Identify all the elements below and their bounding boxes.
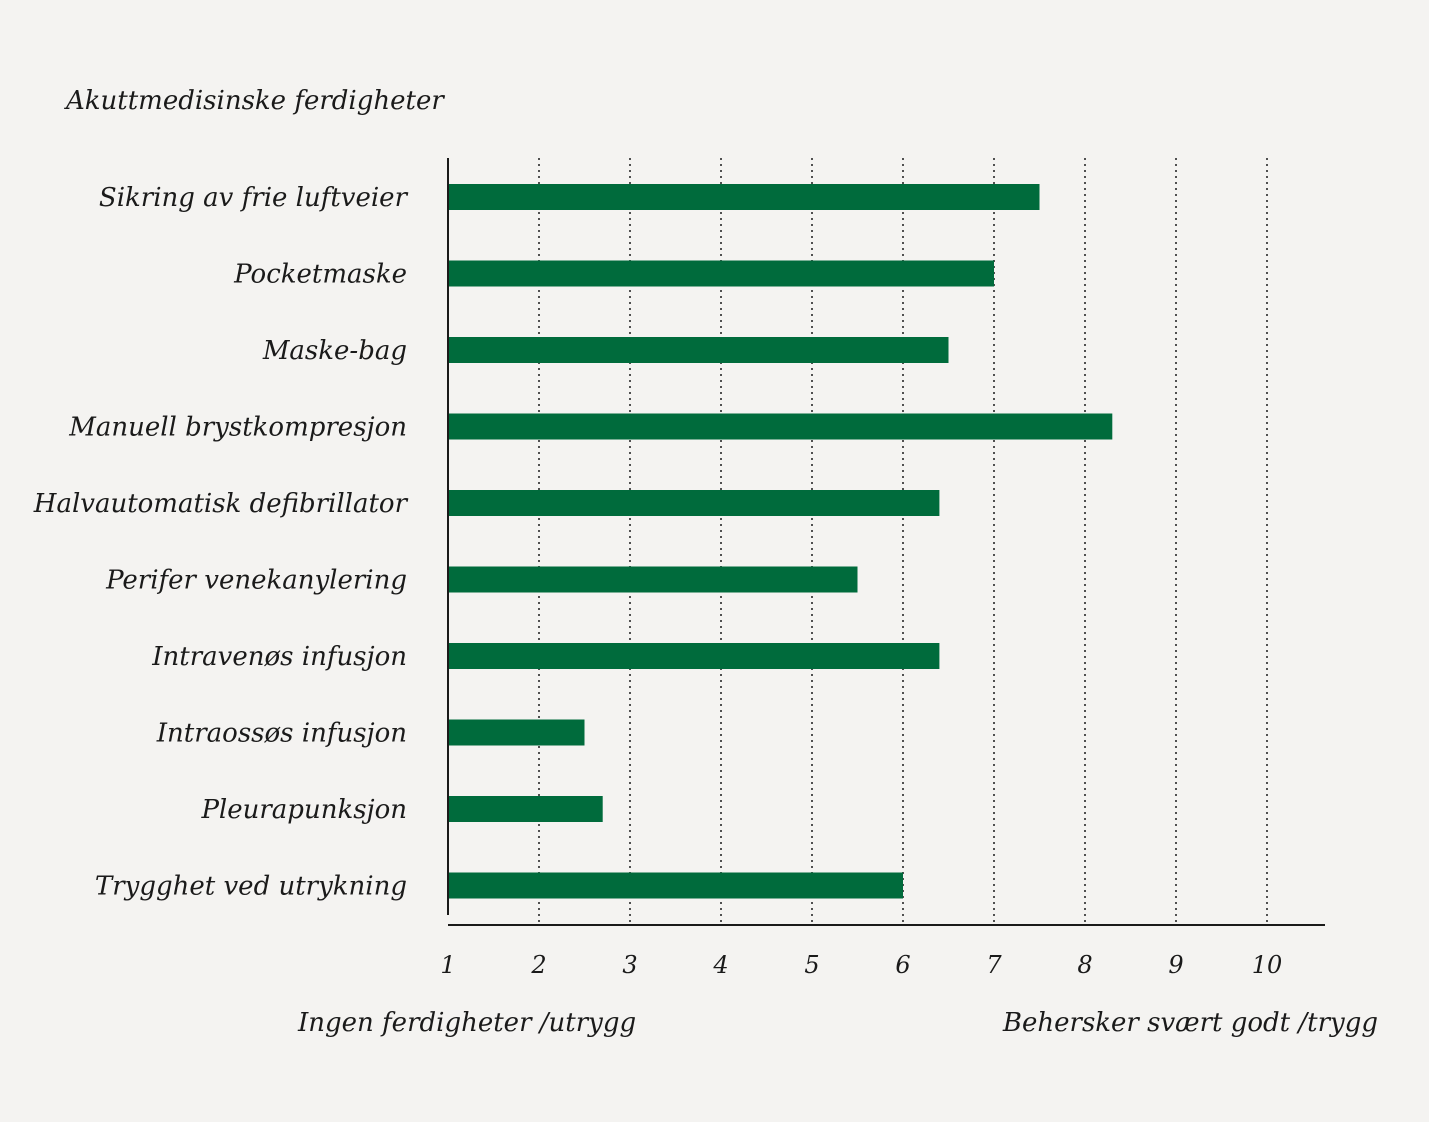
- bar: [448, 643, 940, 669]
- category-label: Trygghet ved utrykning: [95, 872, 407, 902]
- category-label: Manuell brystkompresjon: [68, 413, 407, 443]
- category-label: Pleurapunksjon: [200, 795, 407, 825]
- category-label: Pocketmaske: [233, 260, 407, 290]
- chart-title: Akuttmedisinske ferdigheter: [64, 86, 445, 116]
- bar: [448, 490, 940, 516]
- category-label: Perifer venekanylering: [105, 566, 407, 596]
- bar: [448, 796, 603, 822]
- bar: [448, 184, 1040, 210]
- x-tick-label: 8: [1077, 951, 1092, 979]
- x-tick-label: 9: [1168, 951, 1183, 979]
- x-tick-label: 2: [530, 951, 546, 979]
- bar: [448, 872, 903, 899]
- x-label-right: Behersker svært godt /trygg: [1002, 1008, 1378, 1038]
- category-label: Intravenøs infusjon: [151, 642, 407, 672]
- x-tick-label: 6: [895, 951, 910, 979]
- category-label: Halvautomatisk defibrillator: [33, 489, 409, 519]
- x-tick-label: 1: [440, 951, 455, 979]
- bar: [448, 337, 949, 363]
- x-tick-label: 3: [622, 951, 637, 979]
- category-label: Sikring av frie luftveier: [99, 183, 409, 213]
- category-label: Maske-bag: [262, 336, 407, 366]
- category-label: Intraossøs infusjon: [156, 719, 407, 749]
- x-tick-label: 10: [1252, 951, 1283, 979]
- bar: [448, 413, 1113, 440]
- bar: [448, 260, 994, 287]
- x-tick-label: 4: [712, 951, 728, 979]
- x-tick-label: 7: [986, 951, 1002, 979]
- bar: [448, 566, 858, 593]
- bar: [448, 719, 585, 746]
- x-label-left: Ingen ferdigheter /utrygg: [297, 1008, 636, 1038]
- x-tick-label: 5: [804, 951, 819, 979]
